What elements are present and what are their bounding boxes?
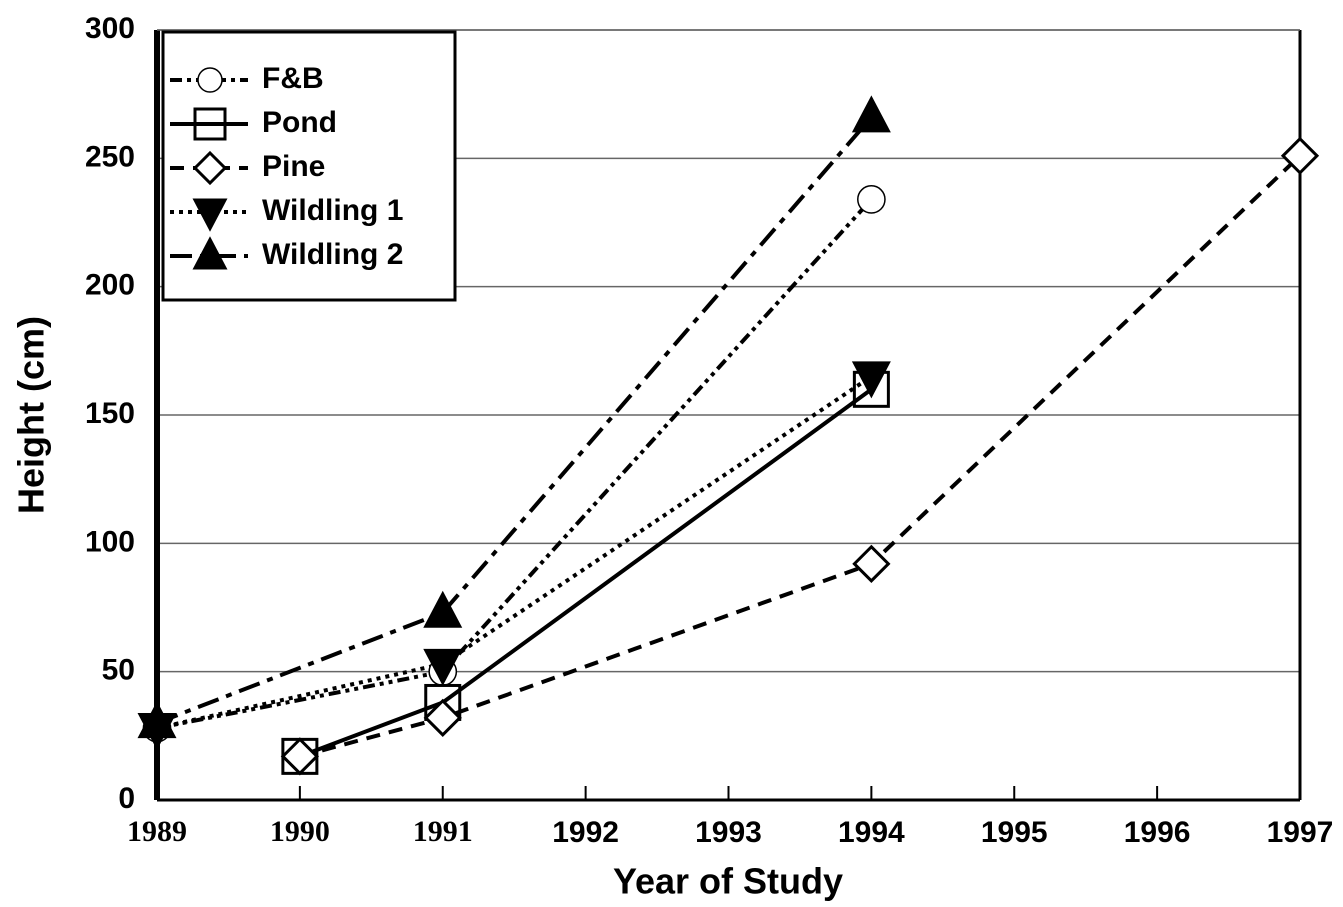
y-tick-label: 250 — [85, 140, 135, 173]
marker — [857, 185, 886, 214]
marker — [137, 701, 177, 739]
y-tick-label: 200 — [85, 269, 135, 302]
x-tick-label: 1995 — [981, 816, 1048, 849]
marker — [192, 150, 228, 186]
legend-label: Wildling 2 — [262, 238, 403, 271]
marker — [851, 361, 891, 399]
x-tick-label: 1990 — [270, 815, 330, 848]
marker — [1280, 136, 1320, 175]
x-tick-label: 1994 — [838, 816, 905, 849]
legend: F&B Pond Pine Wildling 1 Wildling 2 — [161, 30, 457, 302]
marker — [423, 590, 463, 628]
y-tick-label: 0 — [118, 782, 135, 815]
x-tick-label: 1997 — [1267, 816, 1334, 849]
y-tick-label: 100 — [85, 525, 135, 558]
x-tick-label: 1991 — [413, 815, 473, 848]
legend-label: Wildling 1 — [262, 194, 403, 227]
y-tick-label: 50 — [102, 654, 135, 687]
marker — [423, 698, 462, 737]
marker — [192, 198, 228, 232]
marker — [423, 648, 463, 686]
x-tick-label: 1993 — [695, 816, 762, 849]
x-axis-label: Year of Study — [613, 861, 843, 902]
series-line — [299, 387, 873, 759]
y-tick-label: 150 — [85, 397, 135, 430]
marker — [192, 236, 228, 270]
series-line — [299, 154, 1302, 759]
marker — [193, 107, 227, 141]
marker — [280, 737, 319, 776]
legend-label: Pond — [262, 106, 337, 139]
marker — [197, 67, 223, 93]
x-tick-label: 1992 — [552, 816, 619, 849]
y-tick-label: 300 — [85, 12, 135, 45]
legend-label: Pine — [262, 150, 325, 183]
y-axis-label: Height (cm) — [11, 316, 52, 514]
marker — [852, 544, 891, 583]
x-tick-label: 1996 — [1124, 816, 1191, 849]
series-line — [156, 115, 873, 725]
marker — [851, 95, 891, 133]
x-tick-label: 1989 — [127, 815, 187, 848]
series-line — [156, 374, 873, 731]
legend-label: F&B — [262, 62, 324, 95]
